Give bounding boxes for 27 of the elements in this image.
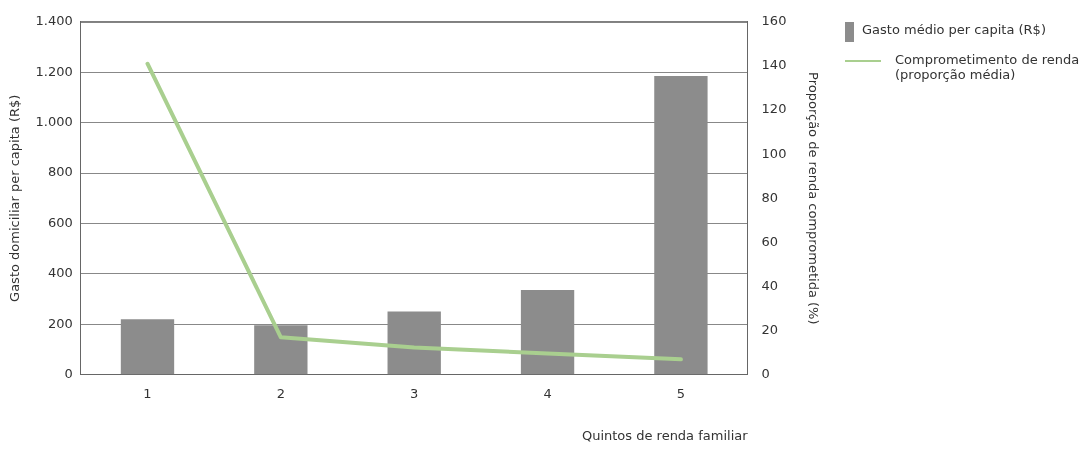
y-tick-label: 1.400 [35,13,73,29]
y-tick-label: 800 [47,164,73,180]
y-tick-label: 1.000 [35,114,73,130]
y2-tick-label: 60 [761,233,779,249]
legend-label: Gasto médio per capita (R$) [862,22,1046,37]
x-tick-label: 2 [276,385,285,401]
y-tick-label: 0 [64,366,73,382]
y2-tick-label: 0 [761,366,770,382]
x-tick-label: 1 [143,385,152,401]
y-axis-title: Gasto domiciliar per capita (R$) [7,94,23,302]
y2-tick-label: 160 [761,13,787,29]
x-axis-title: Quintos de renda familiar [581,427,749,443]
y2-tick-label: 120 [761,101,787,117]
y2-tick-label: 140 [761,57,787,73]
x-tick-label: 5 [676,385,686,401]
y2-axis-title: Proporção de renda comprometida (%) [805,72,821,325]
y2-tick-label: 80 [761,189,779,205]
y-tick-label: 400 [47,265,73,281]
x-tick-label: 4 [543,385,552,401]
x-tick-label: 3 [410,385,419,401]
legend-label: Comprometimento de renda (proporção média) [895,52,1081,82]
y2-tick-label: 100 [761,145,787,161]
y-tick-label: 1.200 [35,63,73,79]
y-tick-label: 600 [47,214,73,230]
y2-tick-label: 20 [761,322,779,338]
y-tick-label: 200 [47,315,73,331]
y2-tick-label: 40 [761,277,779,293]
